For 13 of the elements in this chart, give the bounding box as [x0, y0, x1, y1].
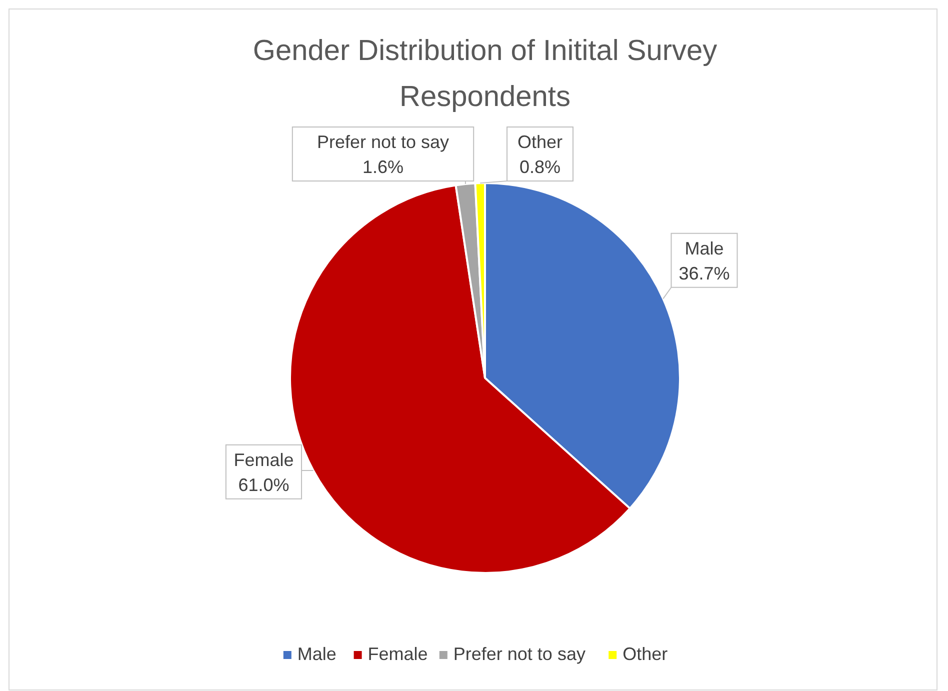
slice-label: Male — [684, 238, 724, 258]
slice-label: Female — [234, 450, 294, 470]
data-label: 61.0% — [238, 474, 290, 495]
chart-title: Gender Distribution of Initital Survey Respondents — [252, 35, 718, 113]
slice-label: Other — [517, 132, 563, 152]
data-label: 1.6% — [362, 157, 404, 177]
legend-label: Male — [297, 644, 336, 664]
legend-label: Prefer not to say — [453, 644, 586, 664]
data-label: 36.7% — [678, 263, 730, 284]
legend-label: Other — [622, 644, 668, 664]
legend-label: Female — [368, 644, 428, 664]
slice-label: Prefer not to say — [316, 132, 450, 152]
data-label: 0.8% — [519, 157, 561, 177]
